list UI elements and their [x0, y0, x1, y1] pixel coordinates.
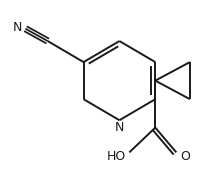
Text: HO: HO: [106, 150, 126, 163]
Text: O: O: [180, 150, 190, 163]
Text: N: N: [115, 121, 124, 134]
Text: N: N: [12, 21, 22, 34]
